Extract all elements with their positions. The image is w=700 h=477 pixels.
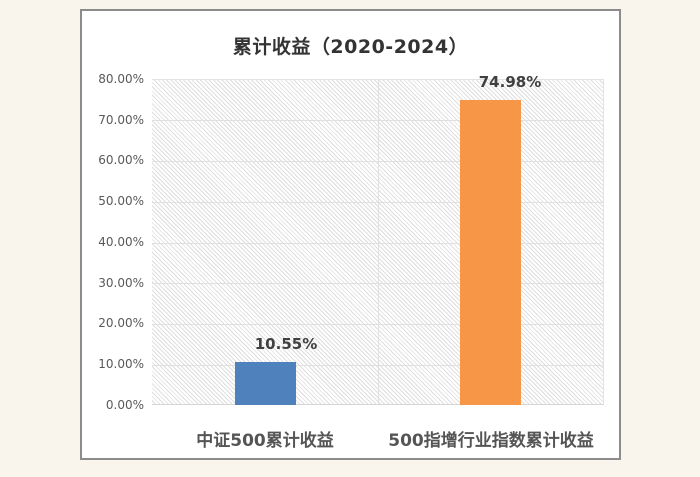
category-divider — [378, 80, 379, 404]
y-tick-label: 30.00% — [98, 276, 144, 290]
chart-title: 累计收益（2020-2024） — [232, 36, 469, 58]
gridline-30 — [152, 283, 603, 284]
data-label-500-enhanced-index: 74.98% — [478, 73, 542, 91]
gridline-60 — [152, 161, 603, 162]
y-tick-label: 20.00% — [98, 316, 144, 330]
y-tick-label: 10.00% — [98, 357, 144, 371]
bar-500-enhanced-index — [460, 100, 521, 405]
y-tick-label: 80.00% — [98, 72, 144, 86]
x-category-label-csi500: 中证500累计收益 — [196, 431, 334, 451]
plot-area — [152, 79, 604, 405]
y-tick-label: 50.00% — [98, 194, 144, 208]
data-label-csi500: 10.55% — [254, 335, 318, 353]
gridline-40 — [152, 243, 603, 244]
y-tick-label: 70.00% — [98, 113, 144, 127]
gridline-10 — [152, 365, 603, 366]
y-tick-label: 40.00% — [98, 235, 144, 249]
gridline-50 — [152, 202, 603, 203]
gridline-20 — [152, 324, 603, 325]
x-category-label-500-enhanced-index: 500指增行业指数累计收益 — [388, 431, 594, 451]
y-tick-label: 60.00% — [98, 153, 144, 167]
bar-csi500 — [235, 362, 296, 405]
y-tick-label: 0.00% — [105, 398, 144, 412]
gridline-70 — [152, 120, 603, 121]
chart-frame: 累计收益（2020-2024） 0.00% 10.00% 20.00% 30.0… — [80, 9, 621, 460]
